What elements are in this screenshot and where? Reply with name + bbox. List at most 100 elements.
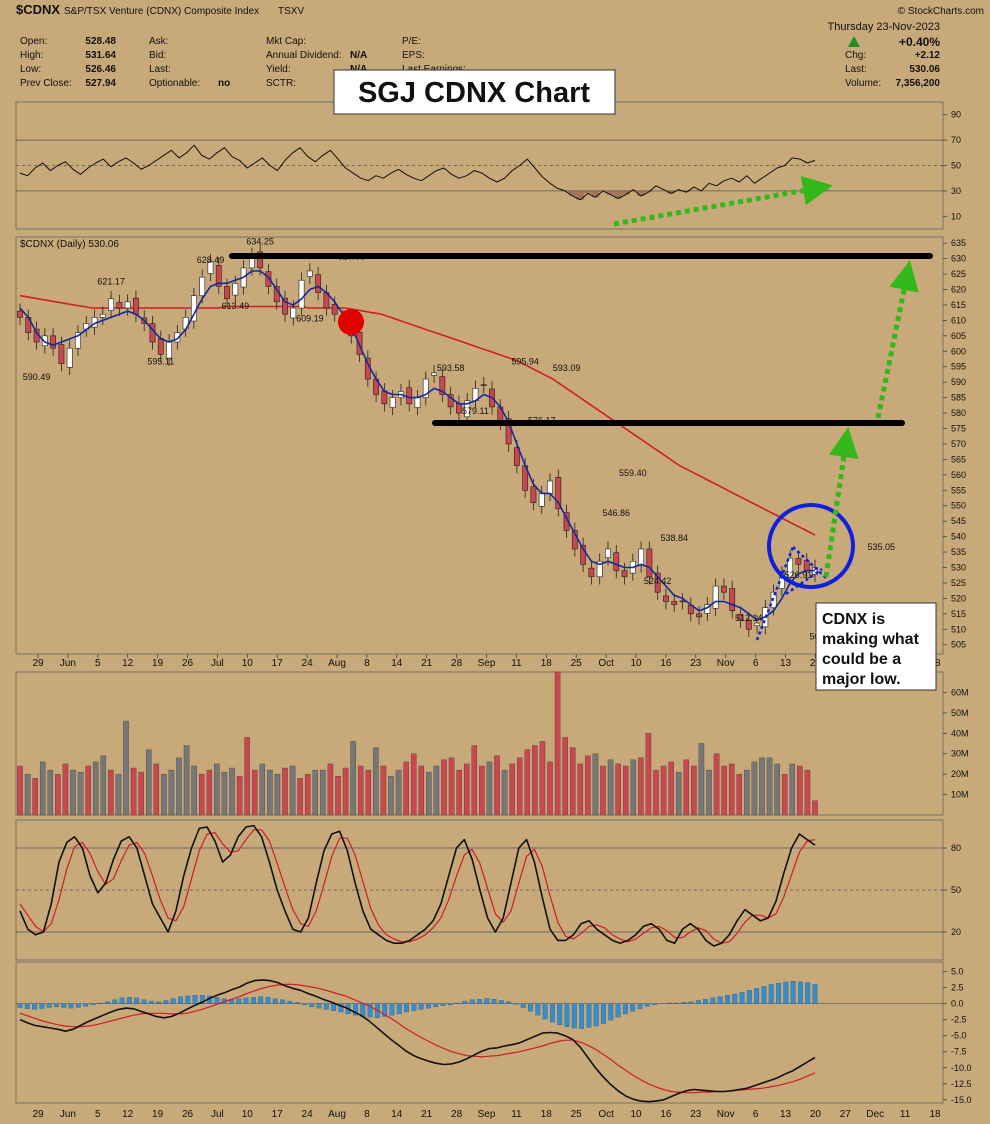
- volume-bar: [812, 800, 818, 816]
- macd-hist-bar: [141, 999, 147, 1004]
- volume-bar: [373, 747, 379, 816]
- candle-body: [456, 402, 462, 414]
- stat-label: Bid:: [149, 50, 166, 61]
- volume-bar: [668, 761, 674, 816]
- stat-label: Last:: [845, 64, 867, 75]
- green-arrow-second: [875, 260, 919, 419]
- volume-bar: [312, 769, 319, 816]
- volume-bar: [206, 769, 213, 816]
- volume-bar: [153, 763, 160, 816]
- ma-short-line: [19, 270, 815, 621]
- macd-hist-bar: [39, 1003, 45, 1009]
- volume-bar: [766, 757, 773, 816]
- x-tick-label-top: 19: [152, 658, 164, 669]
- volume-bar: [357, 765, 364, 816]
- volume-bar: [592, 753, 599, 816]
- price-tick-label: 535: [951, 547, 966, 557]
- candle-body: [298, 279, 305, 309]
- volume-bar: [327, 763, 334, 816]
- macd-hist-bar: [294, 1002, 300, 1004]
- macd-hist-bar: [170, 998, 176, 1004]
- macd-hist-bar: [732, 993, 738, 1004]
- macd-tick-label: 0.0: [951, 999, 964, 1009]
- candle-body: [513, 447, 520, 466]
- x-tick-label-top: Aug: [328, 658, 346, 669]
- price-tick-label: 510: [951, 624, 966, 634]
- macd-hist-bar: [258, 996, 264, 1004]
- volume-bar: [751, 761, 758, 816]
- volume-bar: [638, 757, 644, 816]
- x-tick-label-bottom: 24: [302, 1109, 314, 1120]
- macd-hist-bar: [280, 999, 286, 1004]
- price-tick-label: 600: [951, 346, 966, 356]
- volume-bar: [32, 778, 38, 816]
- price-label: 609.19: [296, 313, 324, 323]
- macd-hist-bar: [61, 1003, 67, 1008]
- stat-value: no: [218, 78, 230, 89]
- volume-bar: [585, 755, 591, 816]
- index-name: S&P/TSX Venture (CDNX) Composite Index: [64, 6, 259, 17]
- macd-hist-bar: [644, 1003, 650, 1007]
- volume-bar: [691, 765, 697, 816]
- price-tick-label: 615: [951, 300, 966, 310]
- volume-bar: [418, 765, 425, 816]
- stat-label: Prev Close:: [20, 78, 72, 89]
- volume-bar: [380, 765, 387, 816]
- price-tick-label: 580: [951, 408, 966, 418]
- price-tick-label: 595: [951, 362, 966, 372]
- macd-tick-label: -2.5: [951, 1015, 967, 1025]
- candle-body: [265, 271, 272, 287]
- macd-hist-bar: [440, 1003, 446, 1006]
- stochastic-slow-line: [19, 829, 816, 944]
- volume-bar: [259, 763, 266, 816]
- candle-body: [207, 261, 214, 274]
- candle-body: [99, 313, 106, 318]
- stat-label: Last:: [149, 64, 171, 75]
- volume-bar: [804, 769, 811, 816]
- price-tick-label: 520: [951, 593, 966, 603]
- macd-hist-bar: [105, 1001, 110, 1004]
- rsi-oversold-fill: [667, 190, 675, 194]
- macd-hist-bar: [710, 997, 716, 1004]
- x-tick-label-top: 16: [660, 658, 672, 669]
- price-tick-label: 625: [951, 269, 966, 279]
- price-tick-label: 555: [951, 485, 966, 495]
- candle-body: [613, 552, 620, 571]
- price-label: 524.42: [644, 576, 672, 586]
- date: Thursday 23-Nov-2023: [827, 21, 940, 33]
- candle-body: [638, 548, 644, 566]
- volume-bar: [577, 763, 584, 816]
- price-label: 535.05: [867, 542, 895, 552]
- stat-label: Chg:: [845, 50, 866, 61]
- volume-bar: [615, 763, 621, 816]
- rsi-tick-label: 30: [951, 186, 961, 196]
- macd-hist-bar: [535, 1003, 541, 1016]
- volume-bar: [145, 749, 152, 816]
- macd-hist-bar: [462, 1000, 468, 1004]
- volume-bar: [516, 757, 523, 816]
- macd-hist-bar: [382, 1003, 388, 1017]
- candle-body: [124, 301, 131, 309]
- candle-body: [41, 335, 48, 347]
- volume-bar: [562, 737, 568, 816]
- x-tick-label-bottom: 18: [541, 1109, 553, 1120]
- price-tick-label: 525: [951, 578, 966, 588]
- stat-value: 531.64: [85, 50, 116, 61]
- rsi-series: [19, 144, 816, 201]
- stat-value: 530.06: [909, 64, 940, 75]
- price-tick-label: 620: [951, 285, 966, 295]
- volume-bar: [168, 769, 175, 816]
- rsi-tick-label: 70: [951, 135, 961, 145]
- stat-value: +2.12: [915, 50, 941, 61]
- stat-value: 7,356,200: [896, 78, 941, 89]
- macd-hist-bar: [776, 983, 781, 1004]
- candle-body: [737, 614, 744, 621]
- candle-body: [712, 585, 719, 609]
- x-tick-label-bottom: 21: [421, 1109, 433, 1120]
- x-tick-label-bottom: 23: [690, 1109, 702, 1120]
- macd-hist-bar: [353, 1003, 358, 1016]
- x-tick-label-top: Nov: [717, 658, 735, 669]
- volume-bar: [607, 759, 614, 816]
- macd-hist-bar: [46, 1003, 52, 1008]
